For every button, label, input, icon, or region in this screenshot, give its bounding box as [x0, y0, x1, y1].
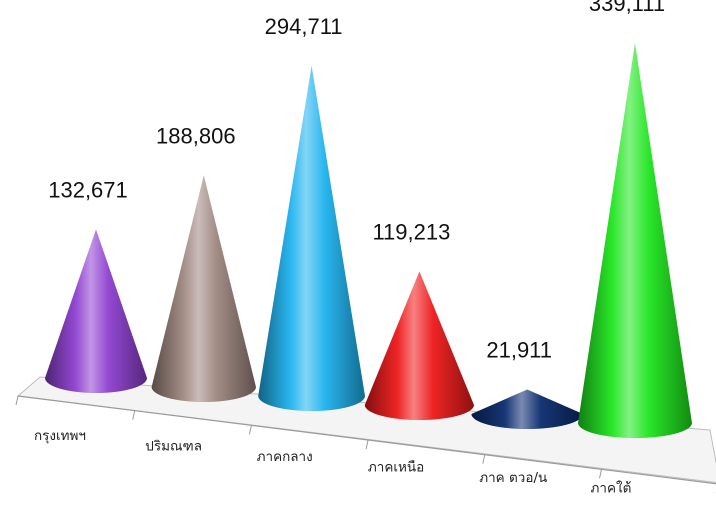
x-axis-tick	[482, 454, 486, 464]
value-label: 339,111	[589, 0, 665, 16]
x-axis-tick	[599, 469, 602, 479]
x-axis-tick	[248, 425, 252, 435]
cone-bar	[258, 65, 365, 411]
cone-bar	[578, 43, 692, 438]
value-label: 21,911	[486, 337, 552, 362]
value-label: 188,806	[156, 123, 236, 148]
cone-bar	[151, 175, 256, 402]
category-label: กรุงเทพฯ	[34, 428, 86, 444]
value-labels: 132,671 188,806 294,711 119,213 21,911 339,11…	[48, 0, 665, 362]
value-label: 119,213	[372, 219, 450, 244]
cone-bar	[364, 271, 474, 420]
x-axis-tick	[132, 410, 136, 420]
value-label: 294,711	[265, 14, 343, 39]
category-label: ภาคเหนือ	[368, 460, 424, 476]
cone-bar	[45, 229, 147, 393]
x-axis-tick	[15, 395, 19, 406]
category-label: ภาคใต้	[591, 480, 632, 497]
category-label: ภาค ตวอ/น	[479, 470, 547, 486]
category-label: ปริมณฑล	[145, 439, 202, 455]
category-label: ภาคกลาง	[257, 449, 313, 465]
value-label: 132,671	[48, 177, 128, 202]
x-axis-ticks	[15, 395, 716, 493]
cone-bar	[471, 389, 583, 430]
x-axis-tick	[365, 439, 369, 450]
cone-series	[45, 43, 692, 438]
